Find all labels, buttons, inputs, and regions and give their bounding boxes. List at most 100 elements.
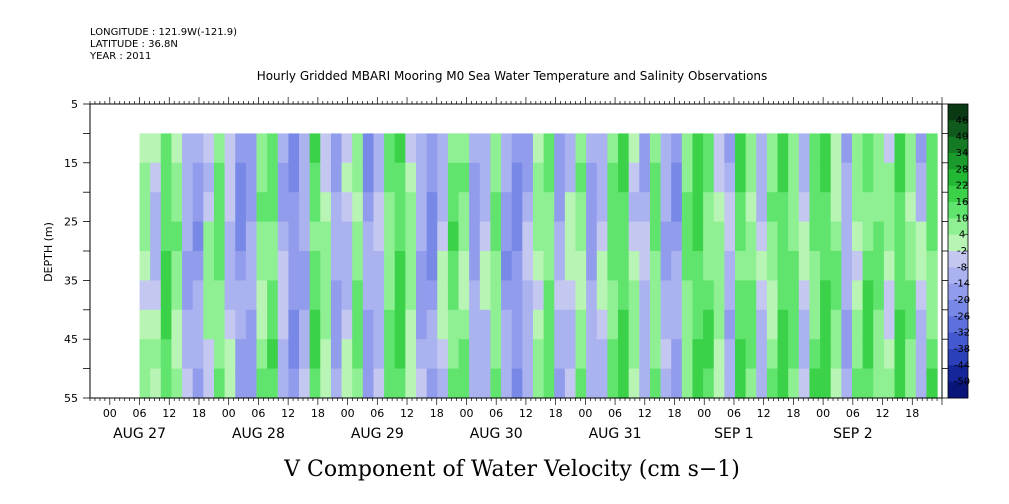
heatmap-cell [575,192,587,223]
heatmap-cell [607,309,619,340]
x-hour-label: 06 [251,407,265,420]
heatmap-cell [267,133,279,164]
heatmap-cell [671,280,683,311]
heatmap-cell [501,133,513,164]
heatmap-cell [373,339,385,370]
heatmap-cell [437,192,449,223]
heatmap-cell [150,162,162,193]
heatmap-cell [745,192,757,223]
heatmap-cell [320,368,332,399]
heatmap-cell [139,339,151,370]
x-hour-label: 18 [668,407,682,420]
heatmap-cell [596,280,608,311]
heatmap-cell [894,339,906,370]
heatmap-cell [267,309,279,340]
heatmap-cell [596,251,608,281]
heatmap-cell [851,221,864,252]
x-hour-label: 12 [876,407,890,420]
heatmap-cell [862,368,874,399]
heatmap-cell [766,251,779,281]
year-label: YEAR : 2011 [89,51,151,62]
heatmap-cell [330,162,343,193]
heatmap-cell [532,251,545,281]
heatmap-cell [213,280,226,311]
heatmap-cell [564,221,577,252]
y-tick-label: 35 [64,274,78,287]
x-axis-ticks: 00 06 12 18 00 06 12 18 00 06 12 18 00 06 12 18 00 06 12 18… [89,97,943,442]
y-tick-label: 55 [64,392,78,405]
heatmap-cell [745,309,757,340]
heatmap-cell [277,221,289,252]
colorbar-label: -26 [954,311,970,322]
heatmap-cell [267,280,279,311]
heatmap-cell [277,339,289,370]
heatmap-cell [915,309,928,340]
heatmap-cell [883,251,896,281]
heatmap-cell [586,339,598,370]
heatmap-cell [905,221,917,252]
heatmap-cell [330,309,343,340]
heatmap-cell [256,339,268,370]
heatmap-cell [830,339,842,370]
y-tick-label: 15 [64,157,78,170]
heatmap-cell [416,162,428,193]
heatmap-cell [235,368,247,399]
heatmap-cell [820,280,832,311]
x-day-label: AUG 27 [113,426,166,442]
heatmap-cell [586,133,598,164]
heatmap-cell [437,162,449,193]
heatmap-cell [352,162,364,193]
heatmap-cell [788,280,800,311]
heatmap-cell [203,339,215,370]
heatmap-cell [766,280,779,311]
heatmap-cell [288,339,300,370]
heatmap-cell [905,133,917,164]
heatmap-cell [735,309,747,340]
heatmap-cell [586,309,598,340]
heatmap-cell [373,162,385,193]
heatmap-cell [288,192,300,223]
heatmap-cell [213,162,226,193]
heatmap-cell [894,368,906,399]
colorbar-label: -50 [954,377,970,388]
heatmap-cell [703,280,715,311]
heatmap-cell [160,221,173,252]
heatmap-cell [469,368,481,399]
heatmap-cell [756,339,768,370]
heatmap-cell [160,339,173,370]
heatmap-cell [851,309,864,340]
heatmap-cell [554,309,566,340]
x-hour-label: 00 [103,407,117,420]
heatmap-cell [203,162,215,193]
heatmap-cell [490,192,502,223]
heatmap-cell [894,221,906,252]
heatmap-cell [362,280,375,311]
heatmap-cell [809,368,821,399]
heatmap-cell [788,368,800,399]
heatmap-cell [362,221,375,252]
heatmap-cell [756,221,768,252]
heatmap-cell [299,368,311,399]
heatmap-cell [224,280,236,311]
heatmap-cell [873,251,885,281]
heatmap-cell [692,339,704,370]
heatmap-cell [256,192,268,223]
heatmap-cell [703,368,715,399]
heatmap-cell [160,368,173,399]
heatmap-cell [724,280,736,311]
heatmap-cell [554,221,566,252]
heatmap-cell [660,162,672,193]
heatmap-cell [862,162,874,193]
heatmap-cell [692,133,704,164]
x-hour-label: 12 [400,407,414,420]
heatmap-cell [139,309,151,340]
heatmap-cell [182,133,194,164]
heatmap-cell [352,133,364,164]
heatmap-cell [554,192,566,223]
heatmap-cell [798,221,811,252]
heatmap-cell [479,309,492,340]
heatmap-cell [394,192,406,223]
heatmap-cell [309,368,321,399]
heatmap-cell [426,251,438,281]
heatmap-cell [182,251,194,281]
